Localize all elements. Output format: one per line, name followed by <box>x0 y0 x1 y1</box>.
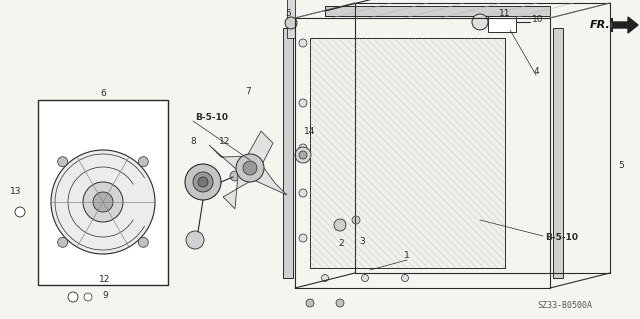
Polygon shape <box>209 145 247 171</box>
Circle shape <box>299 189 307 197</box>
Circle shape <box>83 182 123 222</box>
Bar <box>488 16 516 32</box>
Text: 10: 10 <box>532 16 544 25</box>
Text: FR.: FR. <box>590 20 611 30</box>
Circle shape <box>321 275 328 281</box>
Text: 14: 14 <box>304 127 316 136</box>
Circle shape <box>84 293 92 301</box>
Bar <box>287 0 295 38</box>
Circle shape <box>58 237 68 247</box>
Text: 11: 11 <box>499 9 511 18</box>
Circle shape <box>299 234 307 242</box>
Text: 13: 13 <box>10 188 22 197</box>
Circle shape <box>68 292 78 302</box>
Circle shape <box>299 151 307 159</box>
Text: SZ33-B0500A: SZ33-B0500A <box>538 300 593 309</box>
Circle shape <box>362 275 369 281</box>
Circle shape <box>299 39 307 47</box>
Text: 5: 5 <box>618 160 624 169</box>
Polygon shape <box>247 131 273 165</box>
Text: 12: 12 <box>220 137 230 145</box>
Text: B-5-10: B-5-10 <box>195 114 228 122</box>
Text: 6: 6 <box>100 90 106 99</box>
Circle shape <box>58 157 68 167</box>
Polygon shape <box>223 171 253 209</box>
Circle shape <box>185 164 221 200</box>
Circle shape <box>51 150 155 254</box>
Text: B-5-10: B-5-10 <box>545 234 578 242</box>
Circle shape <box>138 157 148 167</box>
Text: 8: 8 <box>190 137 196 145</box>
Text: 5: 5 <box>285 10 291 19</box>
Text: 9: 9 <box>102 291 108 300</box>
Circle shape <box>186 231 204 249</box>
Text: 1: 1 <box>404 250 410 259</box>
Bar <box>325 6 550 16</box>
Text: 7: 7 <box>245 86 251 95</box>
Circle shape <box>193 172 213 192</box>
Circle shape <box>295 147 311 163</box>
Circle shape <box>243 161 257 175</box>
Bar <box>553 28 563 278</box>
Circle shape <box>198 177 208 187</box>
Text: 2: 2 <box>338 239 344 248</box>
Circle shape <box>306 299 314 307</box>
Circle shape <box>285 17 297 29</box>
Circle shape <box>15 207 25 217</box>
Circle shape <box>93 192 113 212</box>
Polygon shape <box>612 17 638 33</box>
Circle shape <box>334 219 346 231</box>
Circle shape <box>138 237 148 247</box>
Polygon shape <box>253 165 287 195</box>
Text: 3: 3 <box>359 236 365 246</box>
Bar <box>283 28 293 278</box>
Text: 4: 4 <box>533 68 539 77</box>
Circle shape <box>236 154 264 182</box>
Circle shape <box>472 14 488 30</box>
Circle shape <box>336 299 344 307</box>
Bar <box>310 38 505 268</box>
Circle shape <box>352 216 360 224</box>
Circle shape <box>299 99 307 107</box>
Circle shape <box>401 275 408 281</box>
Text: 12: 12 <box>99 276 111 285</box>
Bar <box>38 100 168 285</box>
Circle shape <box>230 171 240 181</box>
Circle shape <box>299 144 307 152</box>
